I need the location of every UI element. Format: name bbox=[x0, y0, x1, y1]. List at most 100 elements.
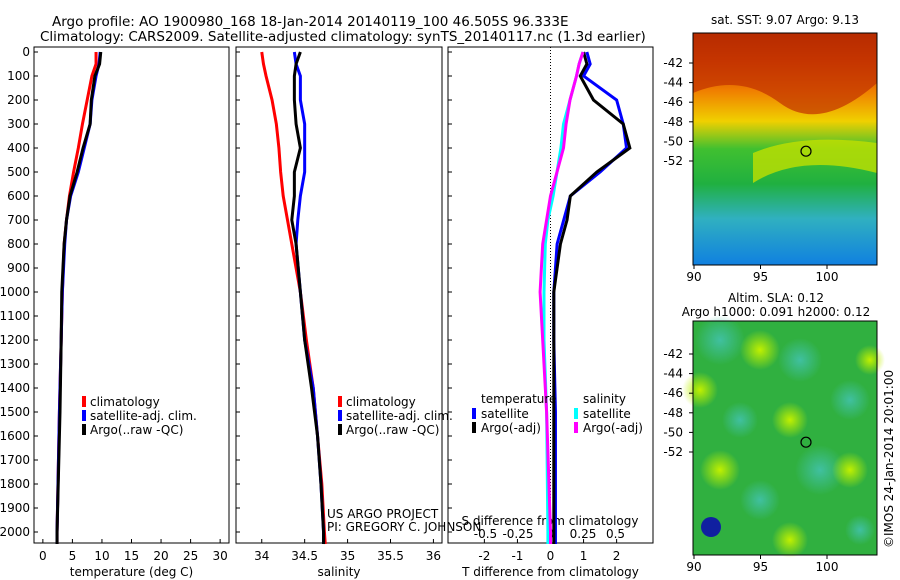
y-tick-label: 1000 bbox=[0, 285, 30, 299]
profile-panel-1: 0100200300400500600700800900100011001200… bbox=[0, 45, 230, 579]
x-axis-label: salinity bbox=[317, 565, 360, 579]
y-tick-label: 600 bbox=[7, 189, 30, 203]
y-tick-label: 1300 bbox=[0, 357, 30, 371]
legend-swatch bbox=[82, 424, 86, 435]
y-tick-label: 700 bbox=[7, 213, 30, 227]
legend-swatch bbox=[472, 408, 476, 419]
legend-label: Argo(-adj) bbox=[481, 421, 541, 435]
annotation-pi: PI: GREGORY C. JOHNSON bbox=[327, 520, 481, 534]
legend-swatch bbox=[574, 422, 578, 433]
sla-high-anomaly bbox=[772, 522, 808, 558]
legend-swatch bbox=[338, 410, 342, 421]
x-tick-label: 36 bbox=[426, 549, 441, 563]
sla-low-anomaly bbox=[845, 515, 875, 545]
profile-panel-2: 34 34.5 35 35.5 36 salinity climatologysatelli… bbox=[235, 46, 481, 579]
legend-label: satellite-adj. clim. bbox=[90, 409, 197, 423]
x-tick-label: 35 bbox=[340, 549, 355, 563]
series-line-t-argo-adj- bbox=[552, 51, 632, 544]
lat-tick-label: -46 bbox=[663, 386, 683, 400]
sst-front bbox=[753, 139, 877, 183]
legend-swatch bbox=[82, 396, 86, 407]
sst-warm-region bbox=[693, 33, 877, 115]
x-axis-label: T difference from climatology bbox=[461, 565, 639, 579]
argo-location-marker bbox=[800, 436, 812, 448]
sla-low-anomaly bbox=[795, 445, 845, 495]
series-line-argo-raw-qc- bbox=[290, 51, 326, 544]
sla-low-anomaly bbox=[722, 402, 758, 438]
x-tick-label: 34 bbox=[254, 549, 269, 563]
legend-heading-temperature: temperature bbox=[481, 392, 556, 406]
legend-label: satellite bbox=[481, 407, 529, 421]
lon-tick-label: 90 bbox=[686, 560, 701, 574]
lon-tick-label: 100 bbox=[816, 560, 839, 574]
x2-tick-label: 0.5 bbox=[606, 527, 625, 541]
x-tick-label: 1 bbox=[580, 549, 588, 563]
y-tick-label: 1700 bbox=[0, 453, 30, 467]
x-tick-label: 30 bbox=[212, 549, 227, 563]
lat-tick-label: -50 bbox=[663, 425, 683, 439]
series-line-climatology bbox=[260, 51, 327, 545]
map-sst: sat. SST: 9.07 Argo: 9.13 -42 -44 -46 -48 -50… bbox=[663, 13, 878, 284]
legend-swatch bbox=[82, 410, 86, 421]
lat-tick-label: -50 bbox=[663, 134, 683, 148]
legend-label: climatology bbox=[90, 395, 160, 409]
lon-tick-label: 90 bbox=[686, 270, 701, 284]
sla-high-anomaly bbox=[700, 450, 740, 490]
y-tick-label: 1800 bbox=[0, 477, 30, 491]
lon-tick-label: 100 bbox=[816, 270, 839, 284]
sla-high-anomaly bbox=[740, 330, 780, 370]
legend-swatch bbox=[472, 422, 476, 433]
x-tick-label: 0 bbox=[39, 549, 47, 563]
y-tick-label: 900 bbox=[7, 261, 30, 275]
y-tick-label: 1400 bbox=[0, 381, 30, 395]
map-frame bbox=[692, 320, 878, 556]
x-tick-label: 34.5 bbox=[291, 549, 318, 563]
sla-high-anomaly bbox=[682, 372, 718, 408]
x2-tick-label: -0.25 bbox=[502, 527, 533, 541]
map-title: sat. SST: 9.07 Argo: 9.13 bbox=[711, 13, 859, 27]
map-side-label: ©IMOS 24-Jan-2014 20:01:00 bbox=[882, 370, 896, 548]
y-tick-label: 1500 bbox=[0, 405, 30, 419]
x-tick-label: 10 bbox=[94, 549, 109, 563]
x-tick-label: 20 bbox=[153, 549, 168, 563]
x-tick-label: -1 bbox=[511, 549, 523, 563]
figure-title-line2: Climatology: CARS2009. Satellite-adjuste… bbox=[40, 29, 646, 45]
sla-high-anomaly bbox=[855, 345, 885, 375]
series-line-satellite-adj-clim- bbox=[55, 51, 102, 544]
lon-tick-label: 95 bbox=[753, 560, 768, 574]
y-tick-label: 100 bbox=[7, 69, 30, 83]
sla-high-anomaly bbox=[832, 452, 868, 488]
map-title-line1: Altim. SLA: 0.12 bbox=[728, 291, 824, 305]
lat-tick-label: -48 bbox=[663, 406, 683, 420]
lon-tick-label: 95 bbox=[753, 270, 768, 284]
sla-strong-low bbox=[701, 517, 721, 537]
legend-heading-salinity: salinity bbox=[583, 392, 626, 406]
y-tick-label: 500 bbox=[7, 165, 30, 179]
x-tick-label: -2 bbox=[478, 549, 490, 563]
x2-tick-label: -0.5 bbox=[474, 527, 497, 541]
sla-low-anomaly bbox=[695, 315, 745, 365]
legend-swatch bbox=[338, 396, 342, 407]
lat-tick-label: -48 bbox=[663, 115, 683, 129]
y-tick-label: 800 bbox=[7, 237, 30, 251]
legend-label: climatology bbox=[346, 395, 416, 409]
argo-location-marker bbox=[800, 145, 812, 157]
x-tick-label: 25 bbox=[183, 549, 198, 563]
legend-label: Argo(-adj) bbox=[583, 421, 643, 435]
lat-tick-label: -52 bbox=[663, 445, 683, 459]
y-tick-label: 1100 bbox=[0, 309, 30, 323]
map-title-line2: Argo h1000: 0.091 h2000: 0.12 bbox=[682, 305, 871, 319]
lat-tick-label: -42 bbox=[663, 56, 683, 70]
sla-high-anomaly bbox=[772, 402, 808, 438]
profile-panel-3: -2 -1 0 1 2 T difference from climatology -0.5… bbox=[447, 46, 654, 579]
lat-tick-label: -52 bbox=[663, 154, 683, 168]
annotation-project: US ARGO PROJECT bbox=[327, 507, 439, 521]
figure-title-line1: Argo profile: AO 1900980_168 18-Jan-2014… bbox=[52, 14, 569, 30]
legend-swatch bbox=[338, 424, 342, 435]
x-tick-label: 2 bbox=[613, 549, 621, 563]
map-frame bbox=[692, 32, 878, 266]
y-tick-label: 1200 bbox=[0, 333, 30, 347]
